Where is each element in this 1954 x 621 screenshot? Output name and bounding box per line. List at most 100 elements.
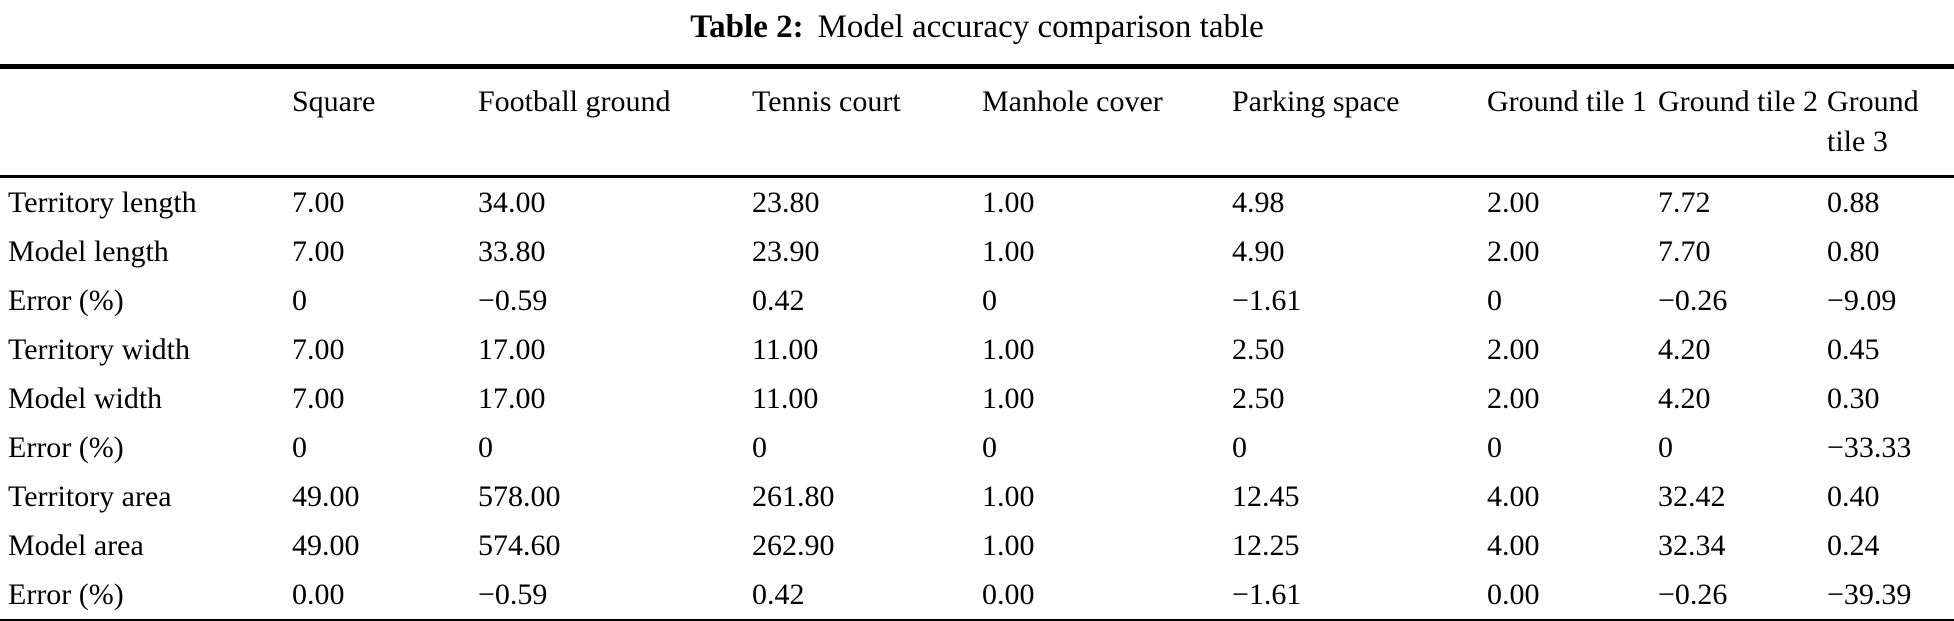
column-header-manhole-cover: Manhole cover [982, 66, 1232, 178]
cell: 0.24 [1827, 528, 1880, 562]
cell: 2.00 [1487, 332, 1540, 366]
cell: 0 [292, 283, 307, 317]
cell: 0 [1232, 430, 1247, 464]
cell: 32.34 [1658, 528, 1726, 562]
cell: 2.00 [1487, 381, 1540, 415]
row-label: Territory width [8, 332, 191, 366]
cell: −0.59 [478, 577, 548, 611]
cell: 1.00 [982, 234, 1035, 268]
cell: 11.00 [752, 381, 819, 415]
cell: 1.00 [982, 185, 1035, 219]
cell: 49.00 [292, 528, 360, 562]
cell: 574.60 [478, 528, 561, 562]
cell: 0.45 [1827, 332, 1880, 366]
cell: −1.61 [1232, 577, 1302, 611]
table-header: Square Football ground Tennis court Manh… [0, 66, 1954, 178]
cell: 0.42 [752, 283, 805, 317]
cell: 261.80 [752, 479, 835, 513]
cell: 0.00 [1487, 577, 1540, 611]
cell: 4.90 [1232, 234, 1285, 268]
cell: 7.70 [1658, 234, 1711, 268]
cell: 7.00 [292, 185, 345, 219]
cell: 0 [1487, 430, 1502, 464]
cell: −1.61 [1232, 283, 1302, 317]
cell: 33.80 [478, 234, 546, 268]
cell: 0 [1658, 430, 1673, 464]
cell: 1.00 [982, 332, 1035, 366]
cell: 0.00 [292, 577, 345, 611]
cell: 0.42 [752, 577, 805, 611]
cell: −0.26 [1658, 283, 1728, 317]
cell: 7.00 [292, 332, 345, 366]
cell: 0.40 [1827, 479, 1880, 513]
table-body: Territory length 7.00 34.00 23.80 1.00 4… [0, 177, 1954, 621]
cell: 12.25 [1232, 528, 1300, 562]
cell: 1.00 [982, 528, 1035, 562]
column-header-parking-space: Parking space [1232, 66, 1487, 178]
row-label: Territory area [8, 479, 172, 513]
cell: 0 [292, 430, 307, 464]
cell: 49.00 [292, 479, 360, 513]
header-row: Square Football ground Tennis court Manh… [0, 66, 1954, 178]
cell: 32.42 [1658, 479, 1726, 513]
table-caption: Table 2: Model accuracy comparison table [0, 0, 1954, 64]
row-label: Error (%) [8, 430, 124, 464]
cell: −0.26 [1658, 577, 1728, 611]
cell: −9.09 [1827, 283, 1897, 317]
model-accuracy-table: Square Football ground Tennis court Manh… [0, 64, 1954, 621]
column-header-ground-tile-1: Ground tile 1 [1487, 66, 1658, 178]
cell: 34.00 [478, 185, 546, 219]
table-row-territory-area: Territory area 49.00 578.00 261.80 1.00 … [0, 472, 1954, 521]
cell: 23.90 [752, 234, 820, 268]
cell: 0 [478, 430, 493, 464]
column-header-ground-tile-2: Ground tile 2 [1658, 66, 1827, 178]
row-label: Model width [8, 381, 163, 415]
table-row-territory-length: Territory length 7.00 34.00 23.80 1.00 4… [0, 177, 1954, 228]
cell: 12.45 [1232, 479, 1300, 513]
cell: 17.00 [478, 381, 546, 415]
cell: 4.20 [1658, 332, 1711, 366]
row-label: Territory length [8, 185, 197, 219]
cell: 578.00 [478, 479, 561, 513]
table-caption-label: Table 2: [690, 9, 804, 45]
row-label: Model length [8, 234, 169, 268]
row-label: Model area [8, 528, 144, 562]
table-row-territory-width: Territory width 7.00 17.00 11.00 1.00 2.… [0, 325, 1954, 374]
cell: 262.90 [752, 528, 835, 562]
cell: 0 [1487, 283, 1502, 317]
cell: 7.00 [292, 381, 345, 415]
table-row-model-width: Model width 7.00 17.00 11.00 1.00 2.50 2… [0, 374, 1954, 423]
table-row-error-length: Error (%) 0 −0.59 0.42 0 −1.61 0 −0.26 −… [0, 276, 1954, 325]
table-row-model-length: Model length 7.00 33.80 23.90 1.00 4.90 … [0, 227, 1954, 276]
cell: 0.30 [1827, 381, 1880, 415]
table-row-model-area: Model area 49.00 574.60 262.90 1.00 12.2… [0, 521, 1954, 570]
cell: 0 [982, 283, 997, 317]
cell: −33.33 [1827, 430, 1912, 464]
cell: 2.50 [1232, 332, 1285, 366]
cell: 17.00 [478, 332, 546, 366]
table-row-error-area: Error (%) 0.00 −0.59 0.42 0.00 −1.61 0.0… [0, 570, 1954, 621]
cell: 4.00 [1487, 479, 1540, 513]
cell: 0.88 [1827, 185, 1880, 219]
row-label: Error (%) [8, 283, 124, 317]
column-header-empty [0, 66, 292, 178]
cell: 7.72 [1658, 185, 1711, 219]
cell: −0.59 [478, 283, 548, 317]
cell: 0 [982, 430, 997, 464]
cell: 2.00 [1487, 185, 1540, 219]
cell: 2.00 [1487, 234, 1540, 268]
cell: 2.50 [1232, 381, 1285, 415]
cell: 1.00 [982, 381, 1035, 415]
cell: 23.80 [752, 185, 820, 219]
column-header-ground-tile-3: Ground tile 3 [1827, 66, 1954, 178]
row-label: Error (%) [8, 577, 124, 611]
cell: 7.00 [292, 234, 345, 268]
column-header-football-ground: Football ground [478, 66, 752, 178]
cell: 4.20 [1658, 381, 1711, 415]
cell: 11.00 [752, 332, 819, 366]
cell: 0.80 [1827, 234, 1880, 268]
cell: 4.00 [1487, 528, 1540, 562]
table-row-error-width: Error (%) 0 0 0 0 0 0 0 −33.33 [0, 423, 1954, 472]
cell: 0.00 [982, 577, 1035, 611]
